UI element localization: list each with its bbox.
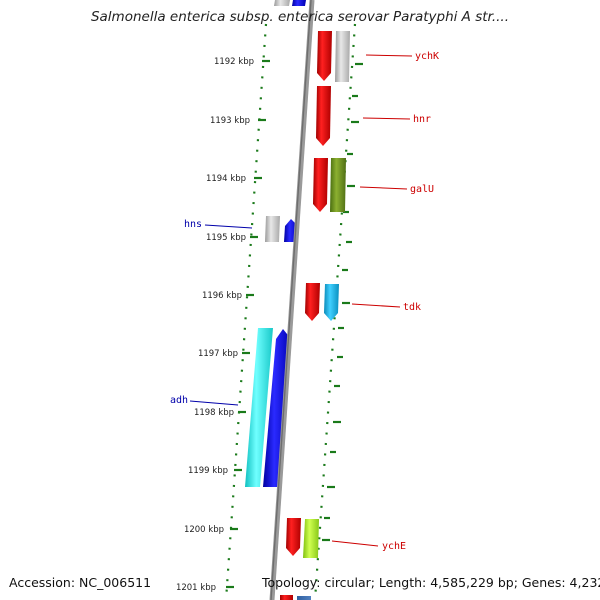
gene-features	[245, 0, 350, 600]
gene-arrow	[317, 31, 332, 81]
gene-labels: ychK hnr galU hns tdk adh ychE	[170, 51, 439, 552]
tick-label: 1194 kbp	[206, 174, 246, 184]
tick-label: 1192 kbp	[214, 57, 254, 67]
gene-arrow	[297, 596, 311, 600]
accession-text: Accession: NC_006511	[9, 575, 152, 590]
tick-label: 1195 kbp	[206, 233, 246, 243]
tick-label: 1199 kbp	[188, 466, 228, 476]
genome-title: Salmonella enterica subsp. enterica sero…	[90, 9, 510, 25]
gene-arrow	[324, 284, 339, 321]
gene-arrow	[303, 519, 319, 558]
gene-arrow	[305, 283, 320, 321]
tick-label: 1198 kbp	[194, 408, 234, 418]
gene-arrow	[313, 158, 328, 212]
tick-label: 1193 kbp	[210, 116, 250, 126]
sequence-backbone	[269, 0, 315, 600]
gene-arrow	[330, 158, 346, 212]
gene-arrow	[265, 216, 280, 242]
tick-label: 1197 kbp	[198, 349, 238, 359]
gene-label-ychE[interactable]: ychE	[382, 541, 406, 552]
gene-label-hnr[interactable]: hnr	[413, 114, 431, 125]
tick-label: 1200 kbp	[184, 525, 224, 535]
tick-label: 1201 kbp	[176, 583, 216, 593]
gene-arrow	[280, 595, 293, 600]
gene-arrow	[245, 328, 273, 487]
tick-label: 1196 kbp	[202, 291, 242, 301]
gene-label-adh[interactable]: adh	[170, 395, 188, 406]
gene-arrow	[274, 0, 290, 6]
gene-label-tdk[interactable]: tdk	[403, 302, 421, 313]
gene-arrow	[292, 0, 306, 6]
tick-labels: 1192 kbp 1193 kbp 1194 kbp 1195 kbp 1196…	[176, 57, 254, 593]
gene-arrow	[286, 518, 301, 556]
gene-label-ychK[interactable]: ychK	[415, 51, 439, 62]
gene-label-leaders	[189, 54, 413, 547]
gene-label-hns[interactable]: hns	[184, 219, 202, 230]
gene-label-galU[interactable]: galU	[410, 184, 434, 195]
topology-text: Topology: circular; Length: 4,585,229 bp…	[262, 575, 600, 590]
gene-arrow	[316, 86, 331, 146]
ruler-ticks	[226, 59, 363, 589]
gene-arrow	[335, 31, 350, 82]
gene-arrow	[263, 329, 291, 487]
